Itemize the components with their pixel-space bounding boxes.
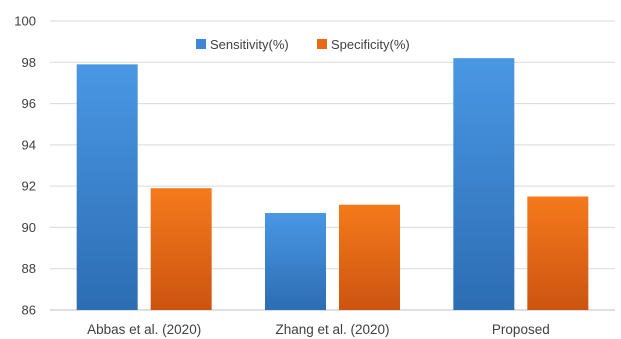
gridlines [50,20,615,311]
x-axis-labels: Abbas et al. (2020) Zhang et al. (2020) Pr… [87,322,550,337]
bar-sensitivity-0 [76,64,138,310]
bar-sensitivity-1 [265,212,326,310]
bar-specificity-2 [527,196,589,310]
legend: Sensitivity(%) Specificity(%) [196,37,410,52]
y-tick-label: 92 [22,179,36,194]
bars [76,58,589,311]
bar-specificity-0 [150,188,212,310]
y-tick-label: 90 [22,220,36,235]
legend-swatch [196,39,206,49]
y-tick-label: 94 [22,137,36,152]
legend-label: Specificity(%) [331,37,410,52]
x-category-label: Zhang et al. (2020) [275,322,389,337]
legend-label: Sensitivity(%) [210,37,289,52]
legend-swatch [317,39,327,49]
y-axis-ticks: 86 88 90 92 94 96 98 100 [14,14,36,318]
y-tick-label: 98 [22,55,36,70]
x-category-label: Abbas et al. (2020) [87,322,201,337]
x-category-label: Proposed [492,322,550,337]
y-tick-label: 88 [22,261,36,276]
y-tick-label: 96 [22,96,36,111]
bar-sensitivity-2 [453,58,515,311]
y-tick-label: 86 [22,303,36,318]
bar-specificity-1 [339,204,400,310]
y-tick-label: 100 [14,14,36,29]
